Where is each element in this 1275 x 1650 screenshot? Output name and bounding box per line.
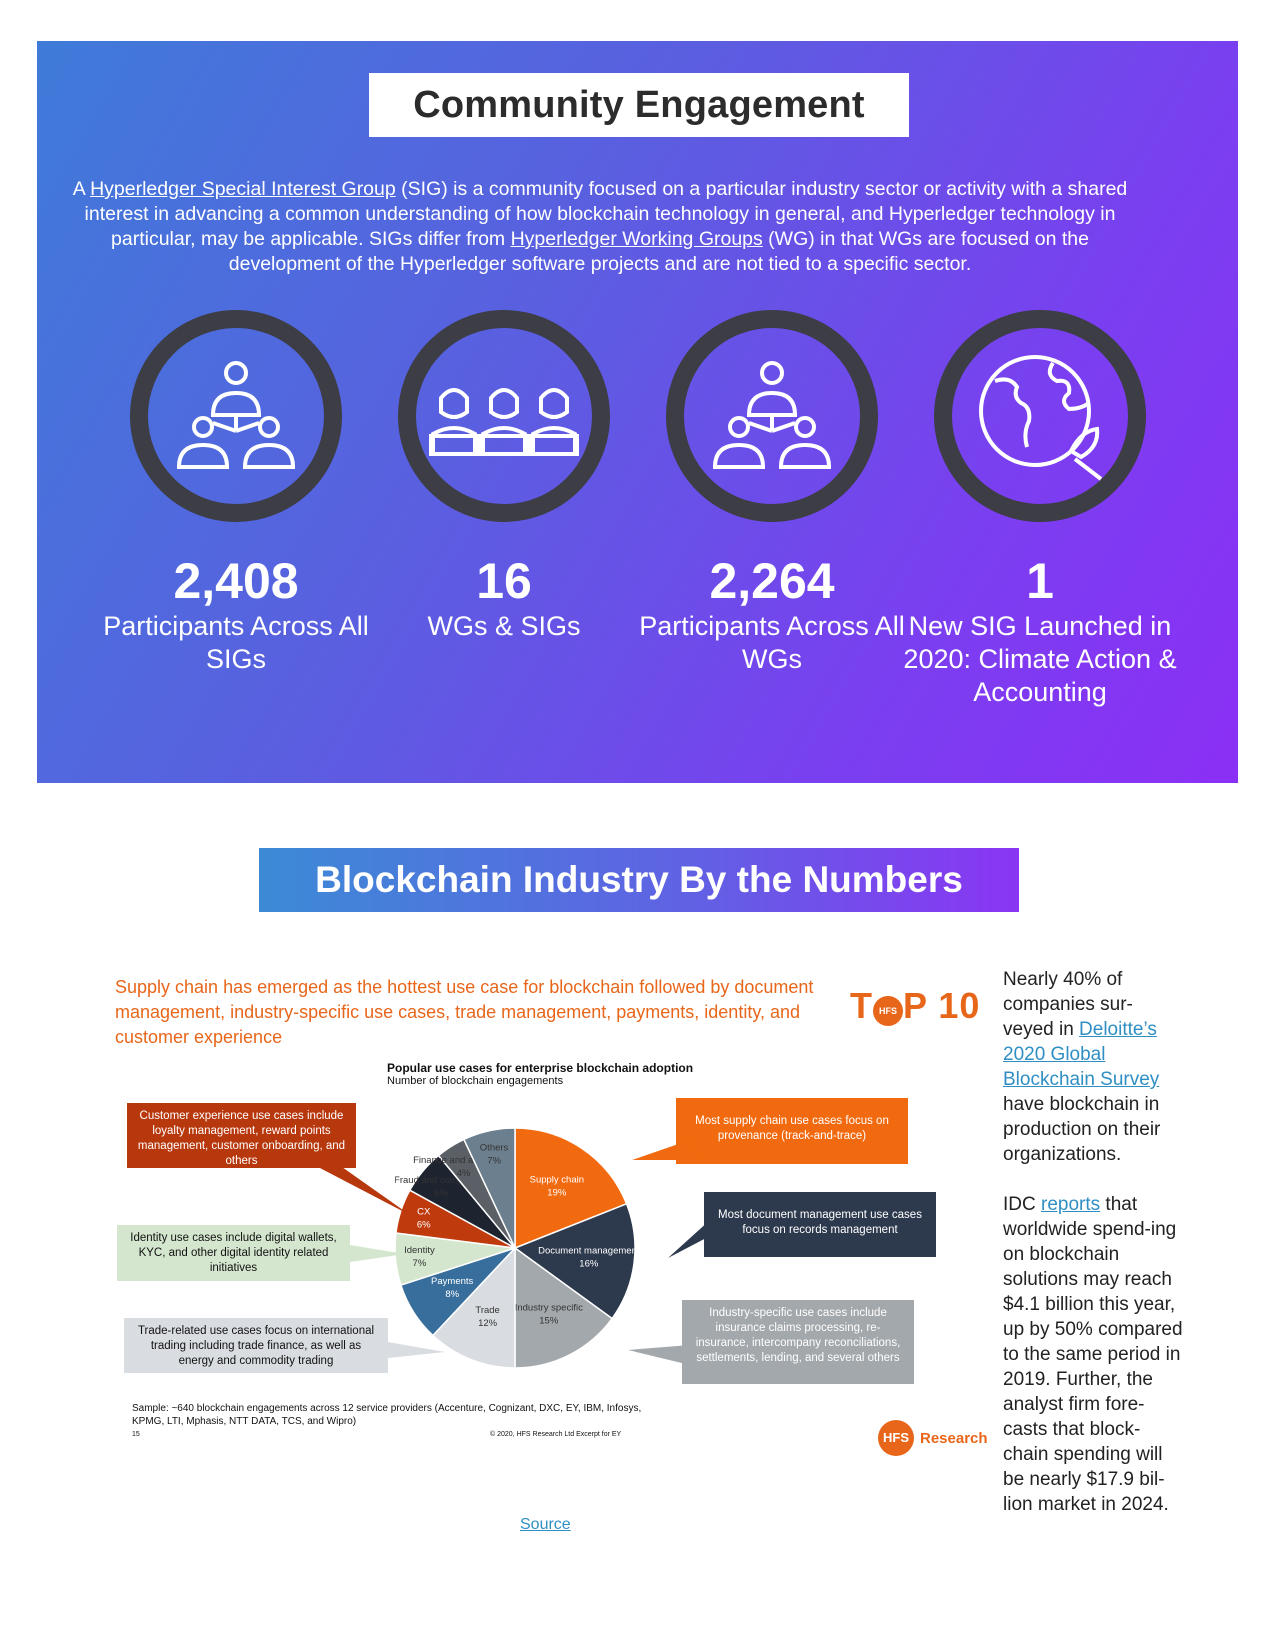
workers-group-icon xyxy=(429,388,579,456)
stat-label: Participants Across All WGs xyxy=(639,611,905,674)
pie-label: Fraud and compliance 6% xyxy=(395,1175,488,1199)
hfs-logo-text: Research xyxy=(920,1429,988,1447)
pie-label: CX 6% xyxy=(417,1206,431,1230)
pie-label: Others 7% xyxy=(480,1142,509,1166)
chart-title: Popular use cases for enterprise blockch… xyxy=(387,1061,694,1075)
globe-leaf-icon xyxy=(979,355,1103,481)
icon-ring xyxy=(934,310,1146,522)
pie-slice-trade xyxy=(431,1246,516,1369)
sidebar-facts: Nearly 40% of companies sur-veyed in Del… xyxy=(1003,967,1183,1542)
pie-label: Trade 12% xyxy=(475,1305,499,1329)
callout-identity: Identity use cases include digital walle… xyxy=(117,1225,350,1281)
stat-wgs-sigs: 16 WGs & SIGs xyxy=(364,310,644,643)
stat-value: 16 xyxy=(476,553,532,609)
callout-trade: Trade-related use cases focus on interna… xyxy=(124,1318,388,1373)
icon-ring xyxy=(666,310,878,522)
callout-supply-chain: Most supply chain use cases focus on pro… xyxy=(676,1098,908,1164)
pie-slice-document-management xyxy=(513,1202,636,1320)
stat-label: WGs & SIGs xyxy=(427,611,581,641)
community-title-box: Community Engagement xyxy=(369,73,909,137)
page-number: 15 xyxy=(132,1431,140,1438)
pie-label: Payments 8% xyxy=(431,1276,473,1300)
idc-reports-link[interactable]: reports xyxy=(1041,1194,1101,1215)
pie-slice-industry-specific xyxy=(514,1246,614,1369)
deloitte-fact: Nearly 40% of companies sur-veyed in Del… xyxy=(1003,967,1183,1167)
fact-text: that worldwide spend-ing on blockchain s… xyxy=(1003,1194,1183,1515)
stat-wg-participants: 2,264 Participants Across All WGs xyxy=(632,310,912,676)
badge-text-post: P 10 xyxy=(903,985,981,1026)
callout-customer-experience: Customer experience use cases include lo… xyxy=(127,1103,356,1168)
pie-chart: Supply chain 19% Document management 16% Ind… xyxy=(395,1127,640,1369)
icon-ring xyxy=(398,310,610,522)
wg-link[interactable]: Hyperledger Working Groups xyxy=(510,228,763,250)
icon-ring xyxy=(130,310,342,522)
pie-label: Identity 7% xyxy=(404,1245,435,1269)
network-people-icon xyxy=(176,361,296,469)
community-title: Community Engagement xyxy=(413,83,865,126)
fact-text: have blockchain in production on their o… xyxy=(1003,1094,1161,1165)
chart-headline: Supply chain has emerged as the hottest … xyxy=(115,977,814,1047)
stat-new-sig: 1 New SIG Launched in 2020: Climate Acti… xyxy=(900,310,1180,709)
stat-value: 2,408 xyxy=(173,553,299,609)
fact-text: IDC xyxy=(1003,1194,1041,1215)
callout-document-management: Most document management use cases focus… xyxy=(704,1192,936,1257)
network-people-icon xyxy=(712,361,832,469)
stat-label: New SIG Launched in 2020: Climate Action… xyxy=(903,611,1177,707)
numbers-section-header: Blockchain Industry By the Numbers xyxy=(259,848,1019,912)
community-intro: A Hyperledger Special Interest Group (SI… xyxy=(60,177,1140,277)
badge-text-pre: T xyxy=(850,985,873,1026)
copyright: © 2020, HFS Research Ltd Excerpt for EY xyxy=(490,1431,622,1438)
pie-label: Document management 16% xyxy=(538,1245,640,1269)
sig-link[interactable]: Hyperledger Special Interest Group xyxy=(90,178,396,200)
stat-value: 2,264 xyxy=(709,553,835,609)
stat-value: 1 xyxy=(1026,553,1054,609)
badge-o-logo: HFS xyxy=(873,996,903,1026)
stat-label: Participants Across All SIGs xyxy=(103,611,369,674)
callout-industry-specific: Industry-specific use cases include insu… xyxy=(682,1300,914,1384)
idc-fact: IDC reports that worldwide spend-ing on … xyxy=(1003,1192,1183,1517)
hfs-logo-mark: HFS xyxy=(878,1420,914,1456)
pie-label: Industry specific 15% xyxy=(515,1302,583,1326)
fact-text: Nearly 40% of companies sur-veyed in xyxy=(1003,969,1133,1040)
intro-text-2: (SIG) is a community focused on a partic… xyxy=(84,178,1128,250)
stat-sig-participants: 2,408 Participants Across All SIGs xyxy=(96,310,376,676)
pie-label: Supply chain 19% xyxy=(530,1174,584,1198)
source-link[interactable]: Source xyxy=(520,1516,571,1533)
top10-badge: T HFS P 10 xyxy=(850,985,980,1027)
deloitte-survey-link[interactable]: Deloitte’s 2020 Global Blockchain Survey xyxy=(1003,1019,1160,1090)
pie-label: Finance and accounting 4% xyxy=(413,1155,514,1179)
intro-text-3: (WG) in that WGs are focused on the deve… xyxy=(228,228,1089,275)
chart-subtitle: Number of blockchain engagements xyxy=(387,1075,564,1087)
pie-slice-others xyxy=(462,1127,516,1249)
numbers-title: Blockchain Industry By the Numbers xyxy=(315,859,963,900)
intro-text-1: A xyxy=(72,178,91,200)
hfs-research-logo: HFS Research xyxy=(878,1420,988,1456)
pie-slice-supply-chain xyxy=(514,1127,628,1250)
sample-note: Sample: ~640 blockchain engagements acro… xyxy=(132,1403,642,1427)
